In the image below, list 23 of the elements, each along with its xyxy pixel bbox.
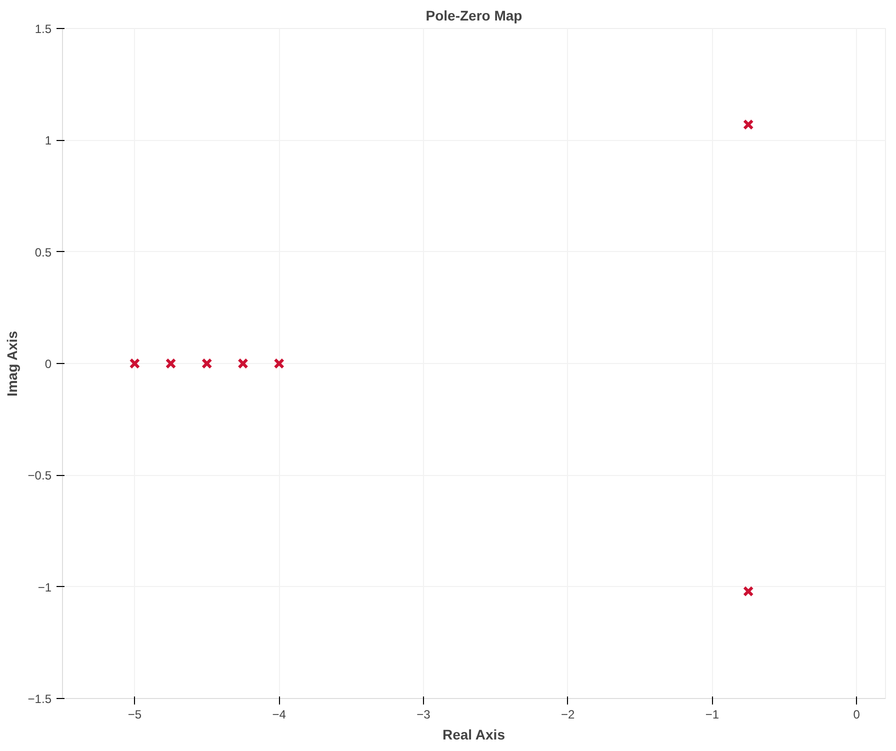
x-axis-title: Real Axis: [442, 726, 506, 742]
chart-title: Pole-Zero Map: [426, 8, 522, 24]
x-tick-label: −3: [416, 708, 431, 722]
point: [129, 358, 140, 369]
x-tick-label: −5: [128, 708, 142, 722]
y-axis-title: Imag Axis: [4, 330, 20, 397]
y-tick-label: −0.5: [28, 468, 52, 483]
point: [238, 358, 248, 369]
y-tick-label: 0.5: [34, 245, 52, 260]
y-tick-label: −1.5: [28, 692, 52, 706]
point: [201, 358, 212, 369]
x-tick-label: 0: [853, 708, 860, 722]
point: [274, 358, 284, 369]
y-tick-label: −1: [38, 580, 52, 594]
x-tick-label: −2: [561, 708, 576, 722]
point: [165, 358, 176, 369]
x-tick-label: −1: [705, 708, 720, 722]
x-tick-label: −4: [272, 708, 286, 722]
point: [742, 119, 754, 130]
y-tick-label: 0: [44, 357, 52, 371]
y-tick-label: 1.5: [34, 22, 52, 36]
y-tick-label: 1: [44, 134, 52, 148]
point: [742, 586, 754, 597]
